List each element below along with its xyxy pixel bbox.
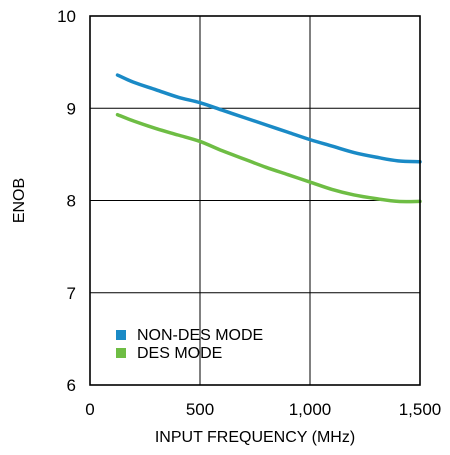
plot-frame — [89, 15, 421, 386]
y-tick-label: 7 — [67, 284, 76, 303]
legend-label: NON-DES MODE — [137, 327, 263, 344]
legend-swatch — [116, 330, 126, 340]
y-tick-label: 9 — [67, 99, 76, 118]
x-tick-labels: 0 500 1,000 1,500 — [85, 400, 441, 419]
x-tick-label: 500 — [186, 400, 214, 419]
y-tick-labels: 6 7 8 9 10 — [57, 7, 76, 395]
series-layer — [115, 73, 422, 204]
y-axis-label: ENOB — [11, 178, 28, 223]
series-line-des-mode — [115, 112, 422, 204]
x-tick-label: 0 — [85, 400, 94, 419]
y-tick-label: 6 — [67, 376, 76, 395]
legend-swatch — [116, 348, 126, 358]
grid-lines — [90, 16, 420, 385]
x-axis-label: INPUT FREQUENCY (MHz) — [155, 429, 355, 446]
x-tick-label: 1,000 — [289, 400, 332, 419]
legend-label: DES MODE — [137, 345, 222, 362]
y-tick-label: 10 — [57, 7, 76, 26]
y-tick-label: 8 — [67, 192, 76, 211]
x-tick-label: 1,500 — [399, 400, 442, 419]
series-line-non-des-mode — [115, 73, 422, 164]
